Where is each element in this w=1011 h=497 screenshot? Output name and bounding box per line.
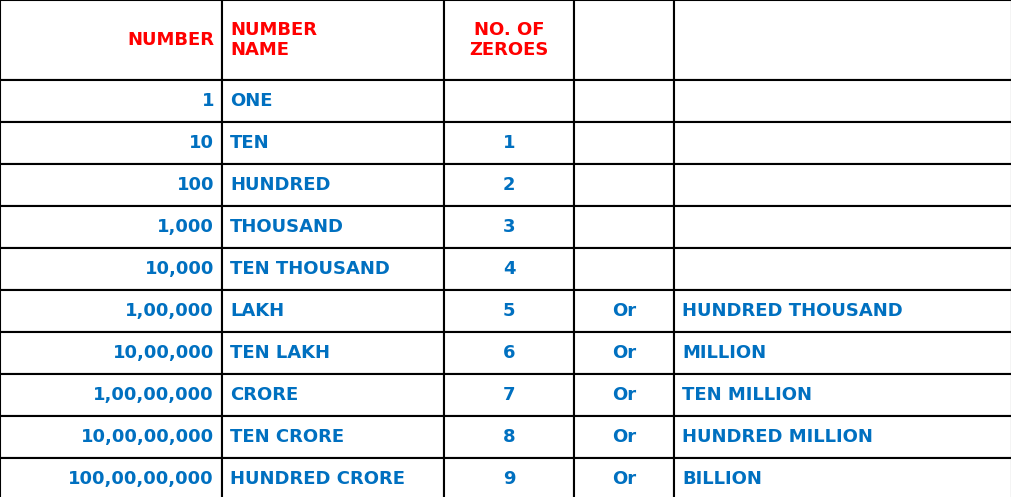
Bar xyxy=(673,290,1011,332)
Bar xyxy=(0,122,221,164)
Text: TEN THOUSAND: TEN THOUSAND xyxy=(229,260,389,278)
Bar xyxy=(573,332,673,374)
Text: 5: 5 xyxy=(502,302,515,320)
Bar xyxy=(0,416,221,458)
Bar xyxy=(444,122,573,164)
Text: 2: 2 xyxy=(502,176,515,194)
Text: 9: 9 xyxy=(502,470,515,488)
Text: Or: Or xyxy=(612,344,636,362)
Bar xyxy=(673,458,1011,497)
Text: Or: Or xyxy=(612,428,636,446)
Text: LAKH: LAKH xyxy=(229,302,284,320)
Text: 10: 10 xyxy=(189,134,213,152)
Text: 1: 1 xyxy=(201,92,213,110)
Bar xyxy=(221,248,444,290)
Bar xyxy=(0,332,221,374)
Text: THOUSAND: THOUSAND xyxy=(229,218,344,236)
Text: Or: Or xyxy=(612,302,636,320)
Bar xyxy=(573,122,673,164)
Bar xyxy=(673,416,1011,458)
Bar xyxy=(573,80,673,122)
Bar xyxy=(444,206,573,248)
Bar xyxy=(573,206,673,248)
Text: 7: 7 xyxy=(502,386,515,404)
Bar xyxy=(221,374,444,416)
Text: 10,00,000: 10,00,000 xyxy=(112,344,213,362)
Text: 100: 100 xyxy=(176,176,213,194)
Text: 4: 4 xyxy=(502,260,515,278)
Bar xyxy=(0,374,221,416)
Bar xyxy=(444,332,573,374)
Bar xyxy=(573,0,673,80)
Bar xyxy=(444,416,573,458)
Bar xyxy=(673,80,1011,122)
Bar xyxy=(444,374,573,416)
Bar xyxy=(221,332,444,374)
Bar xyxy=(221,458,444,497)
Text: HUNDRED: HUNDRED xyxy=(229,176,331,194)
Bar xyxy=(444,164,573,206)
Text: 100,00,00,000: 100,00,00,000 xyxy=(69,470,213,488)
Bar xyxy=(0,164,221,206)
Bar xyxy=(673,332,1011,374)
Bar xyxy=(0,206,221,248)
Bar xyxy=(0,290,221,332)
Text: 6: 6 xyxy=(502,344,515,362)
Bar xyxy=(573,374,673,416)
Text: NUMBER: NUMBER xyxy=(126,31,213,49)
Bar xyxy=(221,0,444,80)
Text: CRORE: CRORE xyxy=(229,386,298,404)
Bar xyxy=(673,206,1011,248)
Bar xyxy=(573,164,673,206)
Bar xyxy=(221,290,444,332)
Bar xyxy=(573,248,673,290)
Text: Or: Or xyxy=(612,470,636,488)
Bar xyxy=(0,458,221,497)
Text: TEN MILLION: TEN MILLION xyxy=(681,386,811,404)
Bar xyxy=(444,80,573,122)
Bar xyxy=(444,290,573,332)
Text: TEN CRORE: TEN CRORE xyxy=(229,428,344,446)
Text: 1,00,000: 1,00,000 xyxy=(125,302,213,320)
Text: 3: 3 xyxy=(502,218,515,236)
Text: 1,000: 1,000 xyxy=(157,218,213,236)
Bar xyxy=(673,248,1011,290)
Bar xyxy=(444,458,573,497)
Bar xyxy=(221,80,444,122)
Bar xyxy=(221,206,444,248)
Bar xyxy=(673,122,1011,164)
Text: HUNDRED THOUSAND: HUNDRED THOUSAND xyxy=(681,302,902,320)
Text: 8: 8 xyxy=(502,428,515,446)
Text: 1: 1 xyxy=(502,134,515,152)
Bar xyxy=(573,458,673,497)
Bar xyxy=(573,290,673,332)
Text: TEN LAKH: TEN LAKH xyxy=(229,344,330,362)
Bar xyxy=(0,0,221,80)
Bar xyxy=(444,0,573,80)
Text: NUMBER
NAME: NUMBER NAME xyxy=(229,20,316,60)
Text: 10,00,00,000: 10,00,00,000 xyxy=(81,428,213,446)
Text: ONE: ONE xyxy=(229,92,272,110)
Bar xyxy=(0,248,221,290)
Bar xyxy=(673,0,1011,80)
Text: 1,00,00,000: 1,00,00,000 xyxy=(93,386,213,404)
Bar xyxy=(221,122,444,164)
Bar xyxy=(444,248,573,290)
Bar xyxy=(673,164,1011,206)
Bar xyxy=(673,374,1011,416)
Bar xyxy=(0,80,221,122)
Text: MILLION: MILLION xyxy=(681,344,765,362)
Text: TEN: TEN xyxy=(229,134,269,152)
Text: 10,000: 10,000 xyxy=(145,260,213,278)
Text: HUNDRED CRORE: HUNDRED CRORE xyxy=(229,470,404,488)
Bar xyxy=(573,416,673,458)
Text: NO. OF
ZEROES: NO. OF ZEROES xyxy=(469,20,548,60)
Text: BILLION: BILLION xyxy=(681,470,761,488)
Bar xyxy=(221,164,444,206)
Text: Or: Or xyxy=(612,386,636,404)
Bar xyxy=(221,416,444,458)
Text: HUNDRED MILLION: HUNDRED MILLION xyxy=(681,428,872,446)
